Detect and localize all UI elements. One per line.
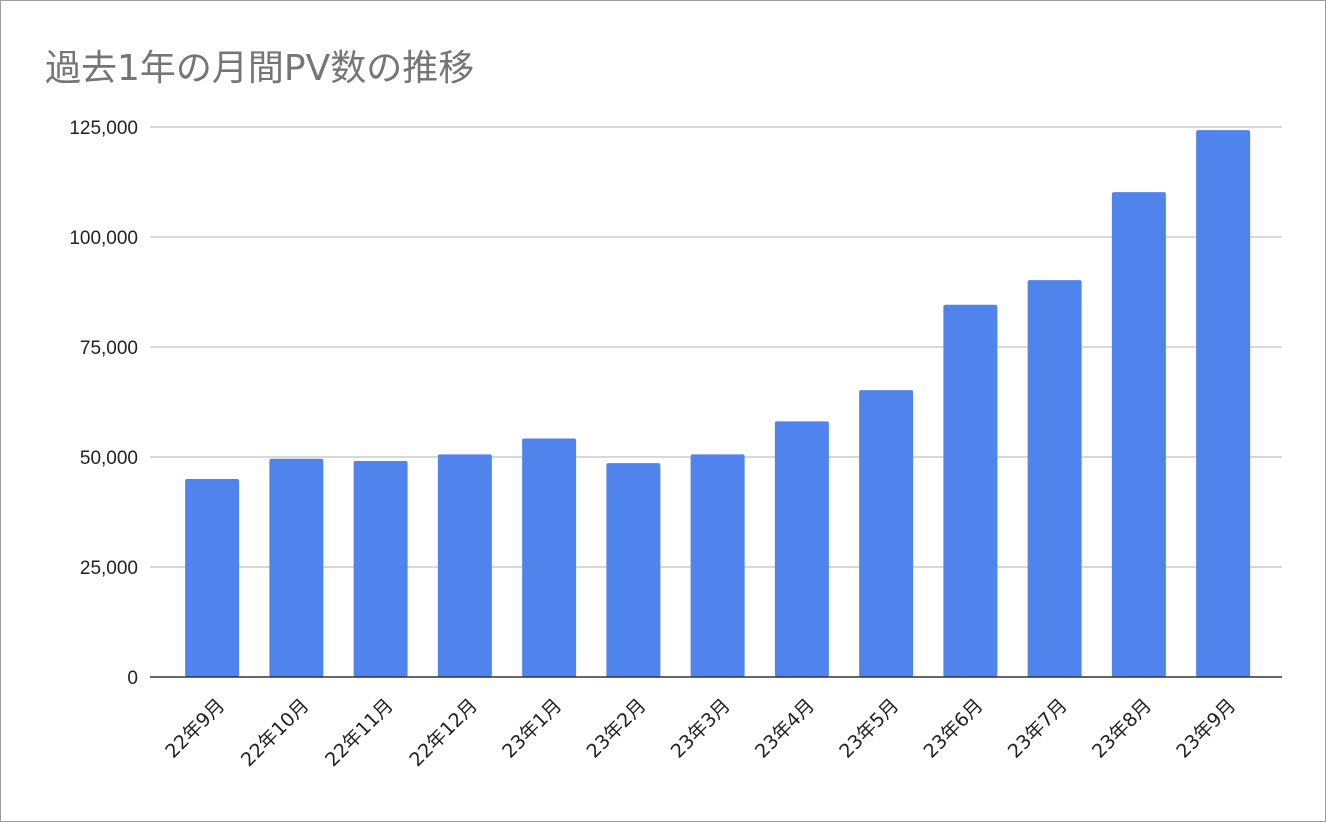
bar <box>774 421 829 677</box>
y-tick-labels: 0 25,000 50,000 75,000 100,000 125,000 <box>69 118 138 689</box>
x-tick-label: 22年10月 <box>237 695 314 772</box>
x-tick-label: 22年9月 <box>161 695 229 763</box>
x-tick-label: 22年12月 <box>405 695 482 772</box>
bar <box>1027 280 1082 677</box>
x-tick-label: 23年9月 <box>1172 695 1240 763</box>
x-tick-label: 22年11月 <box>321 695 398 772</box>
bar <box>606 463 661 677</box>
y-tick-label: 0 <box>127 668 138 689</box>
x-tick-label: 23年2月 <box>582 695 650 763</box>
x-tick-label: 23年6月 <box>919 695 987 763</box>
x-tick-label: 23年1月 <box>498 695 566 763</box>
bar <box>185 479 240 677</box>
x-tick-labels: 22年9月 22年10月 22年11月 22年12月 23年1月 23年2月 23年3月 23… <box>161 695 1240 772</box>
bar <box>859 390 914 677</box>
y-tick-label: 125,000 <box>69 118 138 139</box>
chart-title: 過去1年の月間PV数の推移 <box>45 48 475 89</box>
bar <box>690 454 745 677</box>
bar <box>269 458 324 677</box>
bar <box>437 454 492 677</box>
x-tick-label: 23年5月 <box>835 695 903 763</box>
bar <box>1111 192 1166 677</box>
y-tick-label: 100,000 <box>69 228 138 249</box>
y-tick-label: 25,000 <box>80 558 138 579</box>
x-tick-label: 23年8月 <box>1088 695 1156 763</box>
x-tick-label: 23年3月 <box>667 695 735 763</box>
bars <box>185 130 1251 677</box>
y-tick-label: 75,000 <box>80 338 138 359</box>
bar <box>353 460 408 677</box>
bar <box>943 304 998 677</box>
x-tick-label: 23年4月 <box>751 695 819 763</box>
x-tick-label: 23年7月 <box>1004 695 1072 763</box>
y-tick-label: 50,000 <box>80 448 138 469</box>
bar <box>522 438 577 677</box>
bar <box>1196 130 1251 677</box>
